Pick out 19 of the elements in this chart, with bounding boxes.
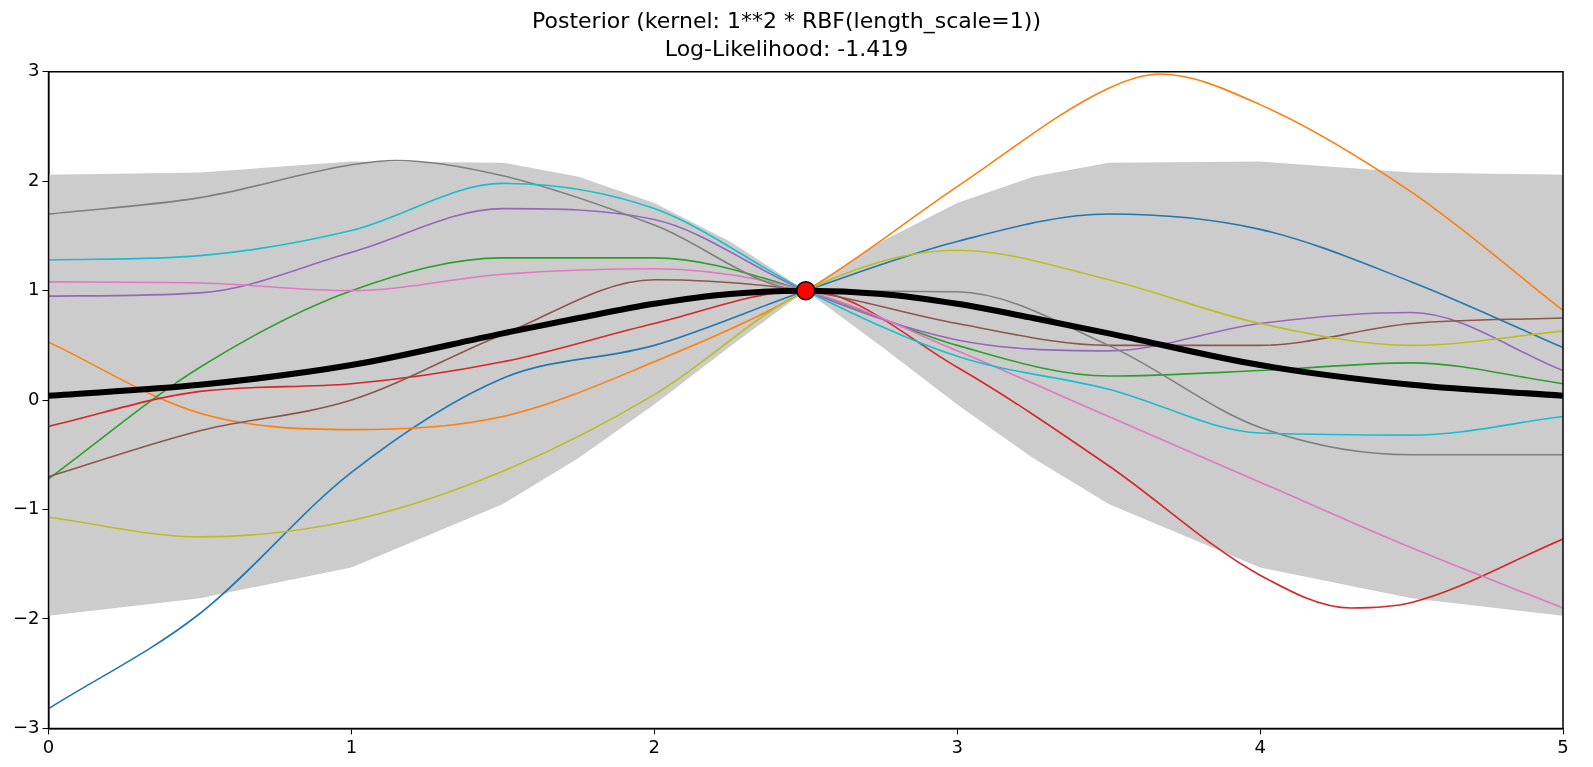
y-tick-label: −2 <box>12 606 40 628</box>
chart-title: Posterior (kernel: 1**2 * RBF(length_scale=1)) <box>532 7 1041 34</box>
y-tick-label: −1 <box>12 497 40 519</box>
x-tick-label: 3 <box>951 735 963 757</box>
y-tick-label: 3 <box>28 59 40 81</box>
line-series <box>48 249 1563 538</box>
y-tick-label: −3 <box>12 716 40 738</box>
line-series <box>48 73 1563 431</box>
chart-subtitle: Log-Likelihood: -1.419 <box>664 36 909 62</box>
y-tick-label: 0 <box>28 387 40 409</box>
line-series <box>48 213 1563 710</box>
x-tick-label: 4 <box>1254 735 1266 757</box>
line-series <box>48 207 1563 372</box>
x-tick-label: 5 <box>1557 735 1569 757</box>
y-tick-label: 2 <box>28 168 40 190</box>
x-tick-label: 0 <box>42 735 55 757</box>
y-tick-label: 1 <box>28 278 40 300</box>
x-tick-label: 2 <box>648 735 661 757</box>
x-tick-label: 1 <box>345 735 358 757</box>
